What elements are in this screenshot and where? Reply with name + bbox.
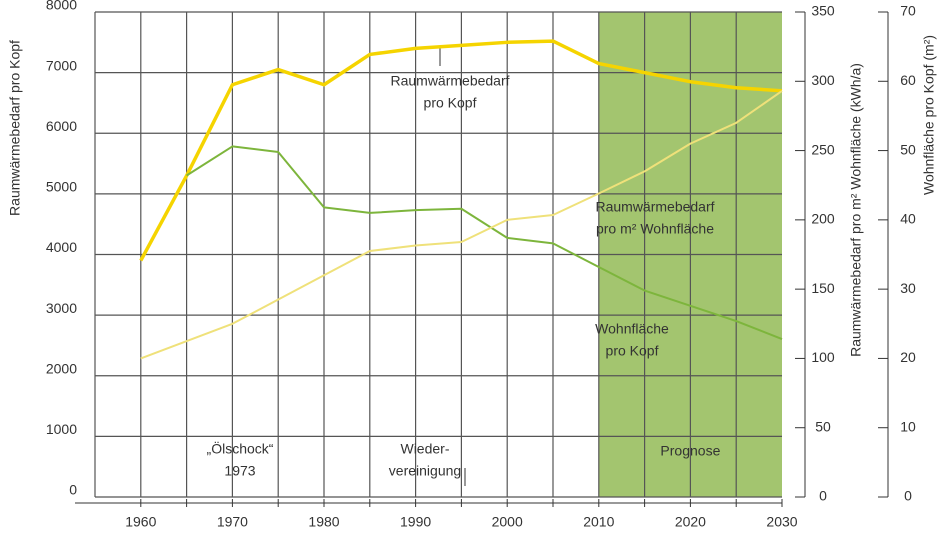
x-tick-label: 1990 bbox=[400, 514, 431, 530]
y-tick-label: 150 bbox=[811, 280, 835, 296]
y-tick-label: 40 bbox=[900, 211, 916, 227]
y-tick-label: 2000 bbox=[46, 360, 77, 376]
y-tick-label: 300 bbox=[811, 72, 835, 88]
series-label: Raumwärmebedarf bbox=[390, 73, 509, 89]
y-tick-label: 3000 bbox=[46, 300, 77, 316]
x-tick-label: 2000 bbox=[492, 514, 523, 530]
y-tick-label: 0 bbox=[904, 488, 912, 504]
x-tick-label: 1960 bbox=[125, 514, 156, 530]
y-tick-label: 7000 bbox=[46, 57, 77, 73]
y-tick-label: 6000 bbox=[46, 118, 77, 134]
y-tick-label: 50 bbox=[815, 418, 831, 434]
series-line bbox=[186, 145, 783, 340]
y-tick-label: 70 bbox=[900, 3, 916, 19]
axis-label: Raumwärmebedarf pro m² Wohnfläche (kWh/a… bbox=[848, 63, 864, 357]
annotation: vereinigung bbox=[389, 463, 461, 479]
y-tick-label: 200 bbox=[811, 211, 835, 227]
y-tick-label: 20 bbox=[900, 349, 916, 365]
x-tick-label: 1980 bbox=[308, 514, 339, 530]
y-tick-label: 0 bbox=[69, 482, 77, 498]
y-tick-label: 1000 bbox=[46, 421, 77, 437]
y-tick-label: 50 bbox=[900, 141, 916, 157]
annotation: Wieder- bbox=[400, 441, 449, 457]
x-tick-label: 2010 bbox=[583, 514, 614, 530]
series-label: Wohnfläche bbox=[595, 321, 669, 337]
series-label: pro Kopf bbox=[606, 343, 659, 359]
series-label: Raumwärmebedarf bbox=[595, 199, 714, 215]
y-tick-label: 8000 bbox=[46, 0, 77, 13]
y-tick-label: 60 bbox=[900, 72, 916, 88]
y-tick-label: 100 bbox=[811, 349, 835, 365]
y-tick-label: 350 bbox=[811, 3, 835, 19]
series-label: pro Kopf bbox=[424, 95, 477, 111]
series-label: pro m² Wohnfläche bbox=[596, 221, 714, 237]
x-tick-label: 1970 bbox=[217, 514, 248, 530]
y-tick-label: 4000 bbox=[46, 239, 77, 255]
y-tick-label: 0 bbox=[819, 488, 827, 504]
y-tick-label: 30 bbox=[900, 280, 916, 296]
annotation: „Ölschock“ bbox=[207, 440, 274, 457]
y-tick-label: 250 bbox=[811, 141, 835, 157]
x-tick-label: 2030 bbox=[766, 514, 797, 530]
series-line bbox=[139, 39, 783, 262]
annotation: 1973 bbox=[224, 463, 255, 479]
axis-label: Raumwärmebedarf pro Kopf bbox=[7, 40, 23, 216]
y-tick-label: 10 bbox=[900, 418, 916, 434]
series-line bbox=[140, 90, 783, 360]
x-tick-label: 2020 bbox=[675, 514, 706, 530]
axis-label: Wohnfläche pro Kopf (m²) bbox=[921, 35, 937, 195]
y-tick-label: 5000 bbox=[46, 179, 77, 195]
